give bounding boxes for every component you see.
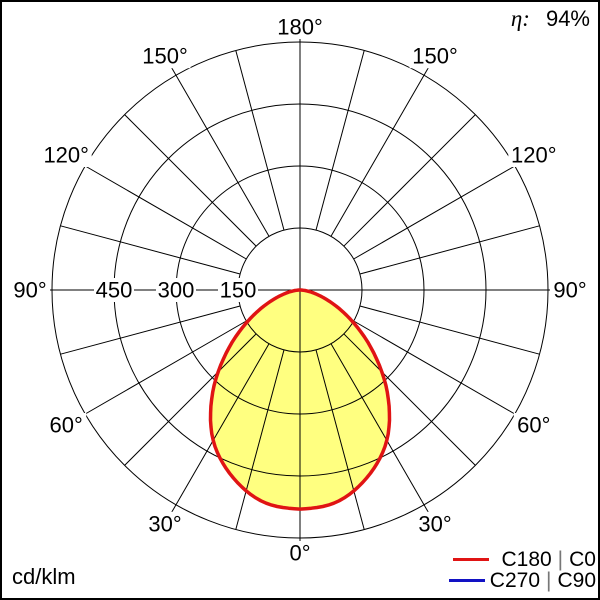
angle-label-90-left-bg — [10, 278, 50, 302]
unit-label: cd/klm — [12, 564, 76, 589]
angle-label-150-right-bg — [409, 44, 461, 69]
angle-label-60-right-bg — [513, 413, 554, 437]
legend-entry-c270-c90: C270 | C90 — [448, 569, 596, 593]
legend-text-c270: C270 — [489, 568, 540, 592]
grid-radial-line — [235, 50, 285, 231]
angle-label-150-left-bg — [139, 44, 191, 69]
angle-label-120-left: 120° — [43, 143, 89, 168]
angle-label-0-bg — [285, 541, 315, 565]
legend-entry-c180-c0: C180 | C0 — [449, 548, 596, 572]
radial-label-150: 150 — [220, 278, 257, 303]
axis-labels: 0° 30° 30° 60° 60° 90° 90° 120° 120° 150° 150° 180°… — [10, 15, 590, 566]
angle-label-90-right: 90° — [553, 278, 586, 303]
grid-radial-line — [315, 50, 365, 231]
grid-radial-line — [60, 225, 241, 275]
curve-c180-c0 — [208, 288, 392, 511]
grid-radial-line — [124, 333, 257, 466]
grid-radial-line — [75, 160, 247, 260]
angle-label-90-left: 90° — [13, 278, 46, 303]
legend-line-red-icon — [453, 558, 490, 561]
angle-label-60-left-bg — [46, 413, 87, 437]
efficiency-readout: η: 94% — [511, 6, 590, 32]
angle-label-90-right-bg — [550, 278, 590, 302]
radial-label-300-bg — [156, 278, 196, 302]
angle-label-180: 180° — [277, 15, 323, 40]
radial-label-450-bg — [94, 278, 134, 302]
radial-label-450: 450 — [96, 278, 133, 303]
angle-label-30-right: 30° — [418, 511, 451, 536]
eta-label: η: — [510, 6, 530, 31]
legend-separator: | — [557, 547, 564, 571]
grid-radial-line — [353, 160, 525, 260]
grid-radial-line — [124, 114, 257, 247]
radial-label-150-bg — [218, 278, 258, 302]
angle-label-120-right-bg — [508, 143, 560, 167]
legend-text-c180: C180 — [501, 547, 552, 571]
angle-label-30-left: 30° — [148, 511, 181, 536]
angle-label-30-left-bg — [145, 511, 185, 536]
grid-radial-line — [353, 320, 525, 420]
grid-radial-line — [315, 349, 365, 530]
grid-radial-line — [359, 305, 540, 355]
grid-radial-line — [359, 225, 540, 275]
angle-label-0: 0° — [289, 541, 310, 566]
radial-label-300: 300 — [158, 278, 195, 303]
angle-label-60-right: 60° — [517, 413, 550, 438]
grid-radial-line — [330, 343, 430, 515]
grid-radial-line — [235, 349, 285, 530]
polar-grid — [41, 31, 559, 549]
grid-radial-line — [170, 343, 270, 515]
legend-separator: | — [546, 568, 552, 592]
angle-label-120-left-bg — [40, 143, 92, 167]
grid-radial-line — [60, 305, 241, 355]
legend-label-c270-c90: C270 | C90 — [490, 569, 596, 593]
angle-label-120-right: 120° — [511, 143, 557, 168]
grid-radial-line — [343, 333, 476, 466]
legend-line-blue-icon — [448, 579, 485, 582]
angle-label-60-left: 60° — [50, 413, 83, 438]
legend-text-c0: C0 — [569, 547, 596, 571]
angle-label-180-bg — [274, 15, 326, 39]
legend-label-c180-c0: C180 | C0 — [501, 548, 596, 572]
angle-label-150-right: 150° — [412, 44, 458, 69]
legend: C180 | C0 C270 | C90 — [448, 548, 596, 593]
angle-label-30-right-bg — [415, 511, 455, 536]
grid-radial-line — [330, 65, 430, 237]
grid-radial-line — [75, 320, 247, 420]
grid-radial-line — [343, 114, 476, 247]
legend-text-c90: C90 — [557, 568, 596, 592]
angle-label-150-left: 150° — [142, 44, 188, 69]
grid-radial-line — [170, 65, 270, 237]
efficiency-value: 94% — [545, 6, 590, 31]
